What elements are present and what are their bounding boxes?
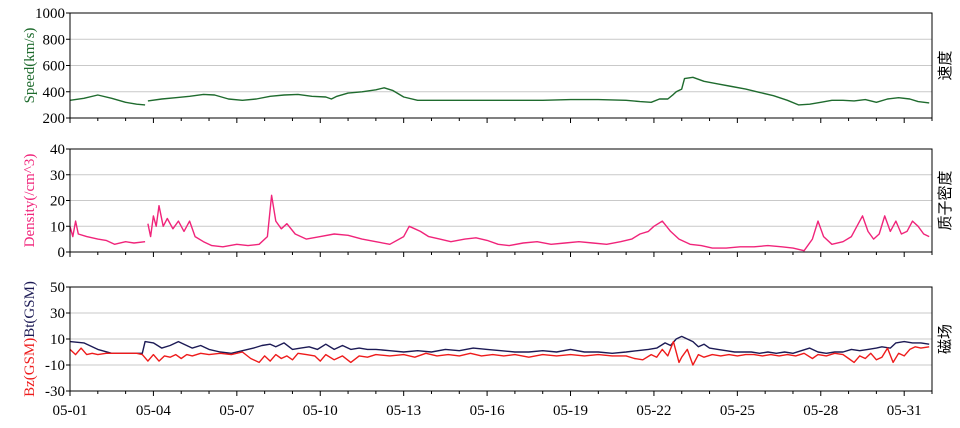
x-tick-label: 05-07 — [219, 403, 254, 419]
x-tick-label: 05-19 — [553, 403, 588, 419]
series-line-2-0 — [69, 335, 930, 354]
density-y-axis-label: Density(/cm^3) — [22, 154, 38, 248]
x-tick-label: 05-13 — [386, 403, 421, 419]
y-tick-label: 20 — [50, 194, 65, 210]
speed-y-axis-label: Speed(km/s) — [22, 28, 38, 104]
density-grid — [70, 174, 932, 227]
x-axis-tick-labels: 05-01 05-04 05-07 05-10 05-13 05-16 05-19 05-22… — [53, 403, 922, 419]
series-line-1-0 — [147, 194, 930, 252]
bt-label: Bt(GSM) — [22, 281, 38, 338]
series-line-0-0 — [147, 76, 930, 106]
x-tick-label: 05-10 — [303, 403, 338, 419]
x-tick-label: 05-25 — [720, 403, 755, 419]
magnetic-grid — [70, 312, 932, 366]
density-x-ticks — [69, 252, 933, 257]
y-tick-label: 0 — [58, 245, 66, 261]
magnetic-x-ticks — [69, 391, 933, 396]
y-tick-label: 800 — [43, 32, 66, 48]
y-tick-label: 200 — [43, 111, 66, 127]
magnetic-right-label: 磁场 — [936, 324, 954, 354]
series-line-1-0 — [69, 220, 146, 246]
density-right-label: 质子密度 — [936, 170, 954, 230]
x-tick-label: 05-01 — [53, 403, 88, 419]
speed-panel: 1000 800 600 400 200 Speed(km/s) 速度 — [22, 6, 954, 127]
speed-right-label: 速度 — [936, 50, 954, 80]
y-tick-label: 400 — [43, 85, 66, 101]
y-tick-label: 10 — [50, 219, 65, 235]
y-tick-label: -10 — [45, 358, 65, 374]
y-tick-label: 50 — [50, 280, 65, 296]
density-series — [69, 194, 930, 252]
series-line-0-0 — [69, 94, 146, 106]
series-line-2-1 — [69, 340, 930, 366]
speed-series — [69, 76, 930, 106]
y-tick-label: 30 — [50, 306, 65, 322]
speed-x-ticks — [69, 118, 933, 123]
y-tick-label: 600 — [43, 59, 66, 75]
x-tick-label: 05-16 — [470, 403, 505, 419]
y-tick-label: 30 — [50, 168, 65, 184]
y-tick-label: -30 — [45, 384, 65, 400]
density-panel: 40 30 20 10 0 Density(/cm^3) 质子密度 — [22, 142, 954, 261]
x-tick-label: 05-28 — [803, 403, 838, 419]
magnetic-y-ticks: 50 30 10 -10 -30 — [45, 280, 70, 400]
x-tick-label: 05-22 — [636, 403, 671, 419]
speed-grid — [70, 38, 932, 93]
magnetic-series — [69, 335, 930, 366]
density-y-ticks: 40 30 20 10 0 — [50, 142, 70, 261]
bz-label: Bz(GSM) — [22, 338, 38, 397]
speed-y-ticks: 1000 800 600 400 200 — [35, 6, 70, 127]
y-tick-label: 10 — [50, 332, 65, 348]
y-tick-label: 1000 — [35, 6, 65, 22]
magnetic-panel: 50 30 10 -10 -30 Bz(GSM)Bt(GSM) 磁场 — [22, 280, 954, 400]
x-tick-label: 05-04 — [136, 403, 171, 419]
y-tick-label: 40 — [50, 142, 65, 158]
magnetic-y-axis-label: Bz(GSM)Bt(GSM) — [22, 281, 38, 397]
x-tick-label: 05-31 — [887, 403, 922, 419]
